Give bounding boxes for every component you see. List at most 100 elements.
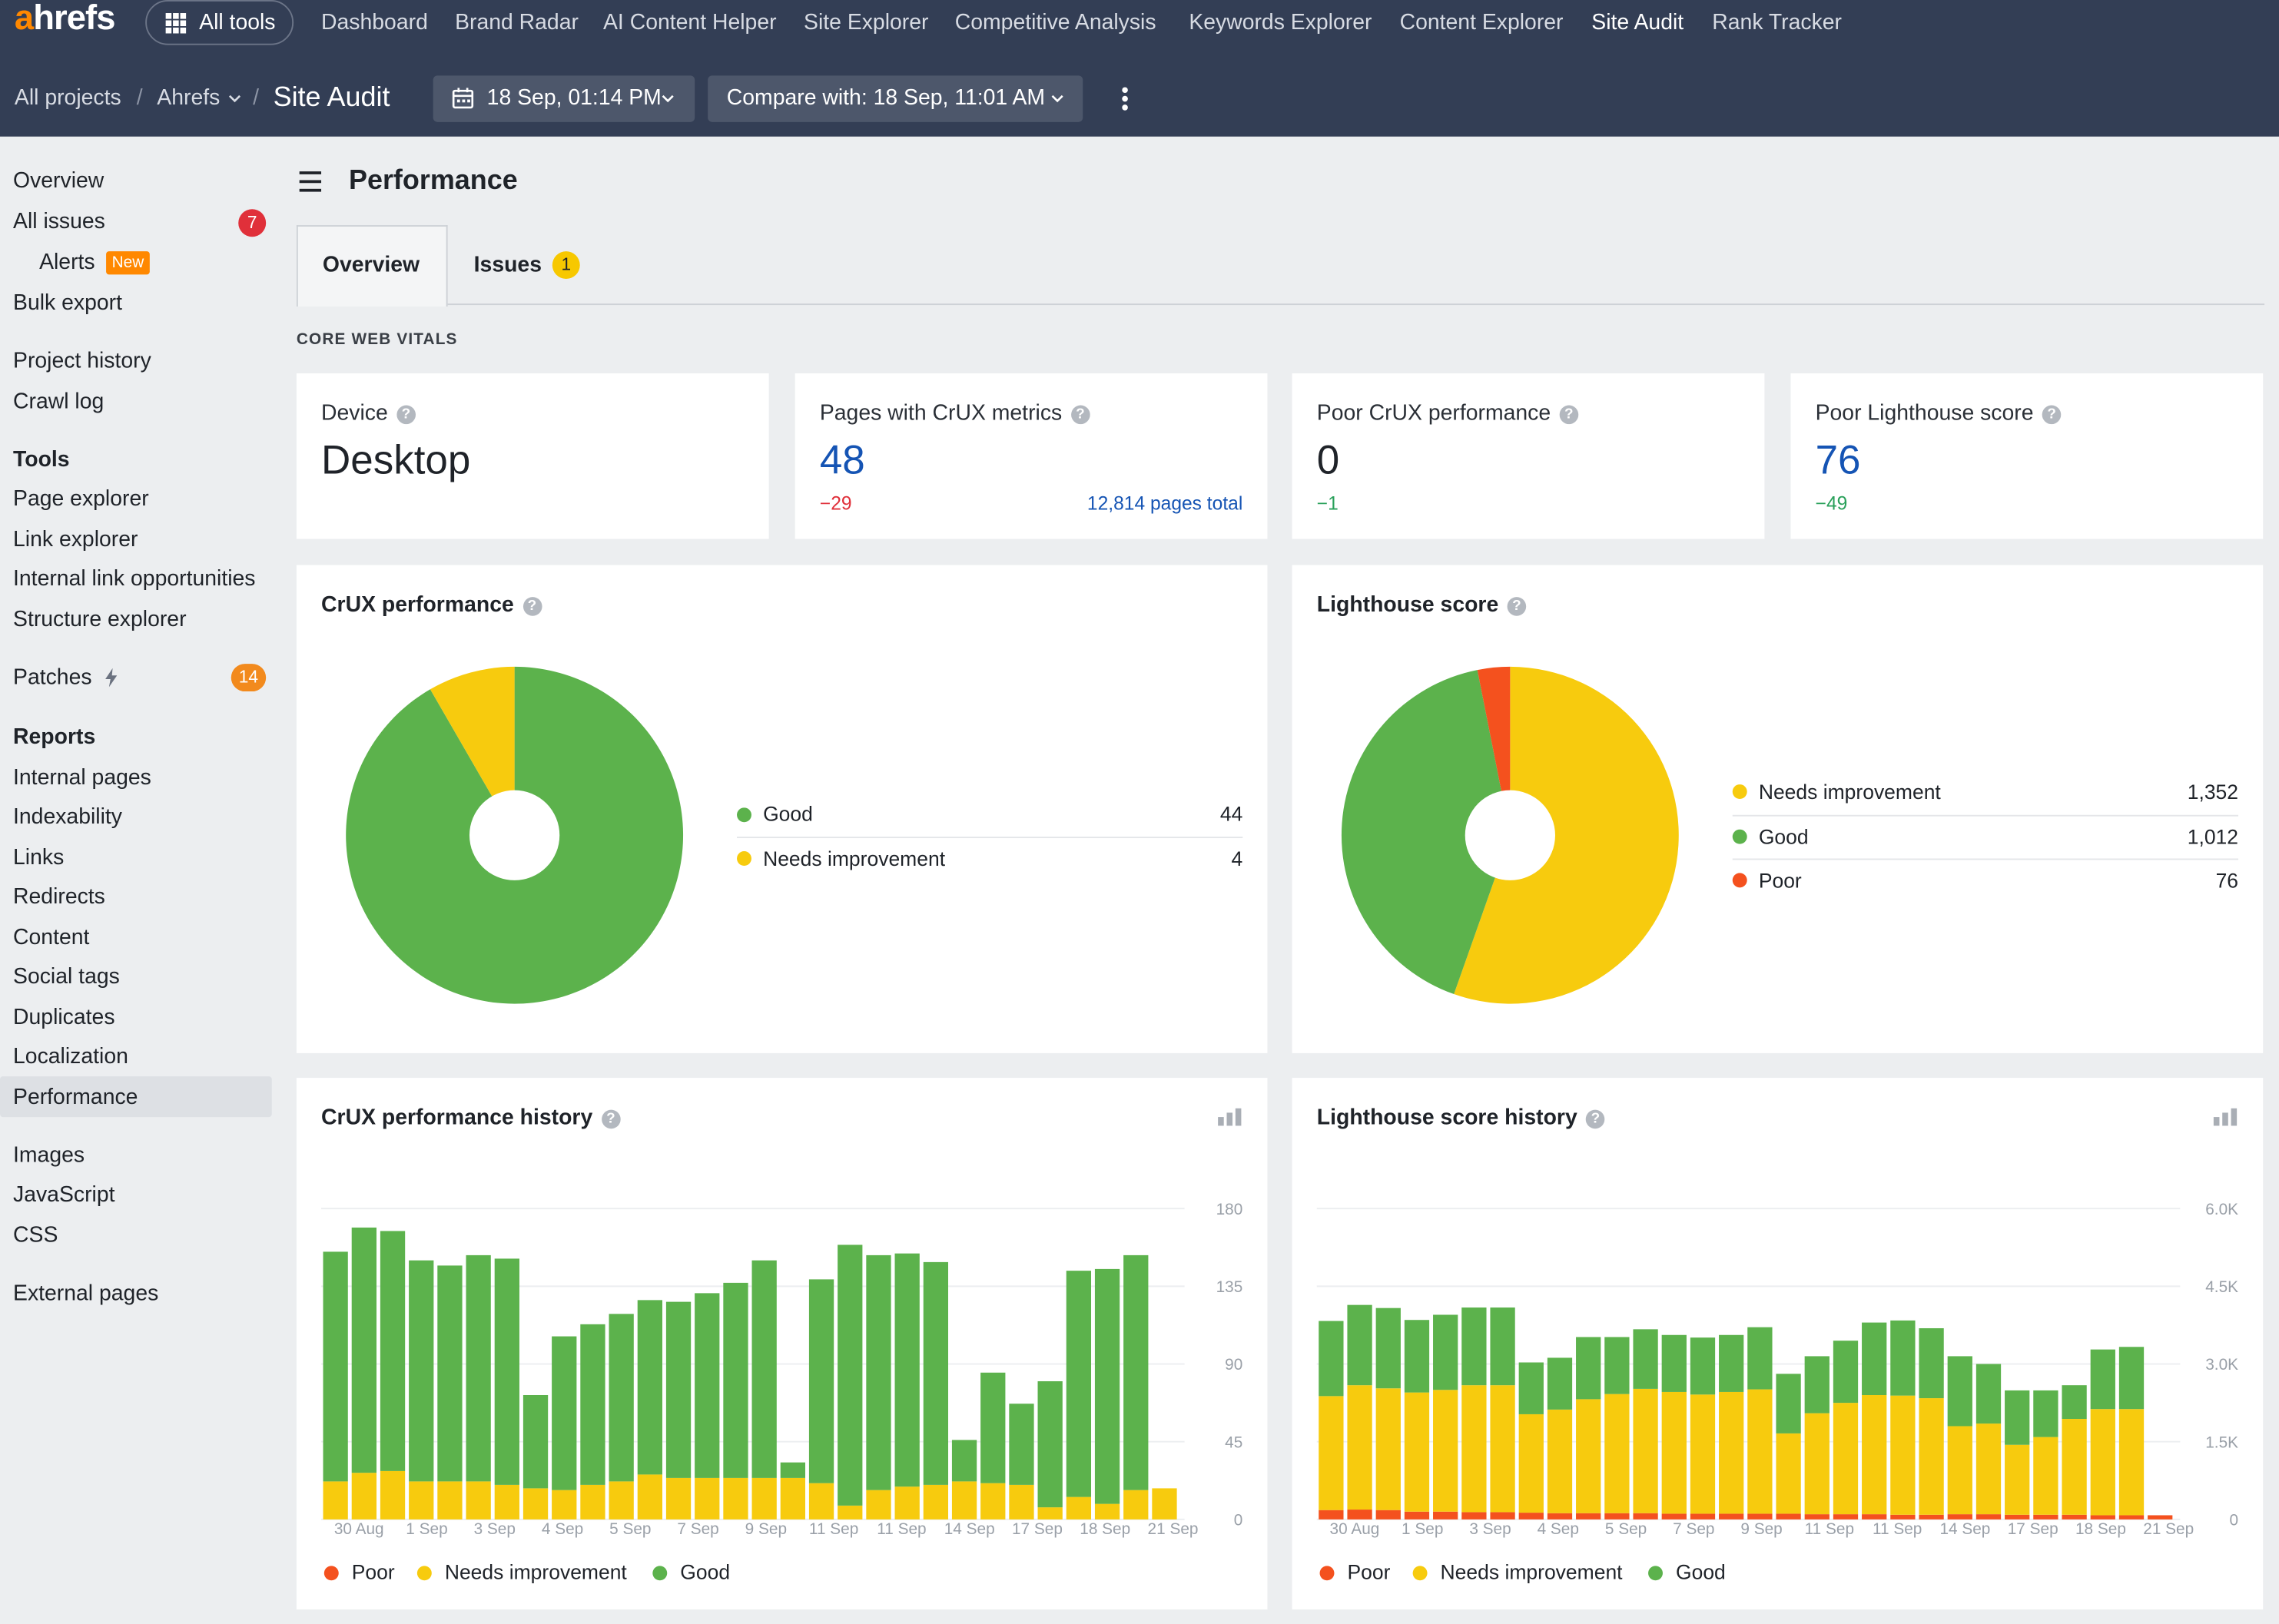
bar-segment-needs-improvement[interactable] [1975, 1423, 2002, 1515]
compare-button[interactable]: Compare with: 18 Sep, 11:01 AM [708, 75, 1083, 122]
more-options-icon[interactable] [1122, 87, 1128, 113]
bar-segment-needs-improvement[interactable] [1804, 1413, 1830, 1515]
bar-segment-needs-improvement[interactable] [1518, 1414, 1544, 1513]
bar-segment-poor[interactable] [1576, 1513, 1601, 1520]
sidebar-item-javascript[interactable]: JavaScript [13, 1182, 115, 1208]
bar-segment-needs-improvement[interactable] [1037, 1507, 1063, 1520]
legend-label[interactable]: Needs improvement [444, 1559, 627, 1584]
bar-segment-needs-improvement[interactable] [1661, 1391, 1687, 1514]
bar-segment-good[interactable] [2062, 1385, 2087, 1420]
nav-rank-tracker[interactable]: Rank Tracker [1712, 10, 1843, 35]
bar-segment-needs-improvement[interactable] [1833, 1403, 1859, 1515]
bar-segment-needs-improvement[interactable] [466, 1481, 491, 1520]
bar-segment-good[interactable] [1375, 1307, 1401, 1389]
bar-segment-poor[interactable] [1833, 1514, 1859, 1520]
menu-icon[interactable] [299, 171, 322, 197]
bar-segment-good[interactable] [923, 1261, 949, 1485]
bar-segment-needs-improvement[interactable] [494, 1484, 519, 1520]
sidebar-item-performance[interactable]: Performance [13, 1085, 138, 1110]
bar-segment-needs-improvement[interactable] [723, 1477, 748, 1520]
bar-segment-needs-improvement[interactable] [1066, 1496, 1092, 1520]
crux-pie-chart[interactable] [297, 565, 1268, 1053]
sidebar-item-social-tags[interactable]: Social tags [13, 964, 120, 989]
bar-segment-good[interactable] [980, 1372, 1006, 1483]
bar-segment-good[interactable] [665, 1301, 692, 1478]
legend-label[interactable]: Poor [351, 1559, 395, 1584]
nav-site-audit[interactable]: Site Audit [1591, 10, 1684, 35]
bar-segment-poor[interactable] [1947, 1514, 1972, 1520]
bar-segment-needs-improvement[interactable] [808, 1483, 834, 1520]
bar-segment-poor[interactable] [1404, 1511, 1430, 1520]
bar-segment-good[interactable] [1661, 1334, 1687, 1392]
bar-segment-good[interactable] [780, 1462, 805, 1478]
bar-segment-needs-improvement[interactable] [1347, 1385, 1372, 1510]
bar-segment-needs-improvement[interactable] [1890, 1395, 1916, 1515]
bar-segment-poor[interactable] [1719, 1513, 1744, 1520]
bar-segment-needs-improvement[interactable] [1490, 1385, 1515, 1513]
bar-segment-poor[interactable] [1747, 1513, 1773, 1520]
bar-segment-good[interactable] [1776, 1374, 1801, 1433]
bar-segment-good[interactable] [1066, 1271, 1092, 1497]
bar-segment-needs-improvement[interactable] [1719, 1391, 1744, 1514]
tab-issues[interactable]: Issues [473, 253, 542, 278]
bar-segment-poor[interactable] [2005, 1514, 2030, 1520]
bar-segment-needs-improvement[interactable] [1576, 1399, 1601, 1513]
bar-segment-good[interactable] [466, 1254, 491, 1482]
date-selector-button[interactable]: 18 Sep, 01:14 PM [433, 75, 695, 122]
bar-segment-good[interactable] [1833, 1341, 1859, 1404]
nav-site-explorer[interactable]: Site Explorer [804, 10, 929, 35]
bar-segment-needs-improvement[interactable] [1094, 1503, 1120, 1520]
bar-segment-good[interactable] [1547, 1357, 1573, 1410]
bar-segment-poor[interactable] [2118, 1515, 2145, 1520]
bar-segment-needs-improvement[interactable] [1776, 1433, 1801, 1514]
all-tools-button[interactable]: All tools [145, 0, 294, 45]
bar-segment-good[interactable] [1319, 1321, 1344, 1397]
sidebar-item-css[interactable]: CSS [13, 1223, 58, 1248]
bar-segment-good[interactable] [1747, 1327, 1773, 1390]
pie-slice-good[interactable] [1341, 670, 1511, 995]
bar-segment-good[interactable] [808, 1279, 834, 1483]
crux-history-chart[interactable]: 180 135 90 45 0 30 Aug 1 Sep 3 Sep 4 Sep 5 Sep 7 S… [297, 1078, 1268, 1609]
kpi-value-link[interactable]: 48 [819, 437, 865, 482]
bar-segment-good[interactable] [1804, 1356, 1830, 1414]
bar-segment-good[interactable] [2005, 1390, 2030, 1445]
bar-segment-poor[interactable] [1890, 1514, 1916, 1520]
sidebar-item-images[interactable]: Images [13, 1143, 85, 1168]
bar-segment-poor[interactable] [1690, 1513, 1716, 1520]
bar-segment-needs-improvement[interactable] [1862, 1394, 1887, 1515]
bar-segment-needs-improvement[interactable] [351, 1473, 377, 1520]
bar-segment-good[interactable] [323, 1251, 348, 1482]
bar-segment-needs-improvement[interactable] [1461, 1385, 1487, 1513]
bar-segment-poor[interactable] [1776, 1513, 1801, 1520]
bar-segment-poor[interactable] [1319, 1510, 1344, 1520]
pie-slice-needs-improvement[interactable] [430, 666, 515, 836]
bar-segment-good[interactable] [637, 1300, 662, 1475]
bar-segment-poor[interactable] [1604, 1513, 1630, 1520]
bar-segment-good[interactable] [1576, 1337, 1601, 1400]
sidebar-item-crawl-log[interactable]: Crawl log [13, 389, 104, 414]
bar-segment-good[interactable] [1009, 1404, 1034, 1485]
bar-segment-needs-improvement[interactable] [609, 1481, 634, 1520]
bar-segment-good[interactable] [1947, 1356, 1972, 1427]
nav-ai-content-helper[interactable]: AI Content Helper [603, 10, 777, 35]
legend-label[interactable]: Poor [1347, 1559, 1391, 1584]
bar-segment-poor[interactable] [1919, 1514, 1944, 1520]
bar-segment-needs-improvement[interactable] [1919, 1398, 1944, 1515]
sidebar-item-content[interactable]: Content [13, 925, 90, 950]
bar-segment-needs-improvement[interactable] [1123, 1490, 1149, 1520]
help-icon[interactable]: ? [1586, 1109, 1605, 1129]
sidebar-item-page-explorer[interactable]: Page explorer [13, 486, 149, 512]
legend-label[interactable]: Good [1675, 1559, 1726, 1584]
bar-segment-poor[interactable] [2090, 1515, 2115, 1520]
kpi-total-link[interactable]: 12,814 pages total [1086, 492, 1243, 515]
nav-competitive-analysis[interactable]: Competitive Analysis [954, 10, 1156, 35]
bar-segment-poor[interactable] [1347, 1510, 1372, 1520]
bar-segment-good[interactable] [1123, 1254, 1149, 1490]
sidebar-item-all-issues[interactable]: All issues [13, 209, 105, 234]
sidebar-item-internal-pages[interactable]: Internal pages [13, 765, 151, 790]
bar-segment-good[interactable] [409, 1260, 434, 1482]
help-icon[interactable]: ? [1559, 405, 1579, 425]
bar-segment-needs-improvement[interactable] [2033, 1437, 2058, 1515]
bar-segment-needs-improvement[interactable] [1690, 1394, 1716, 1514]
bar-segment-needs-improvement[interactable] [665, 1477, 692, 1520]
